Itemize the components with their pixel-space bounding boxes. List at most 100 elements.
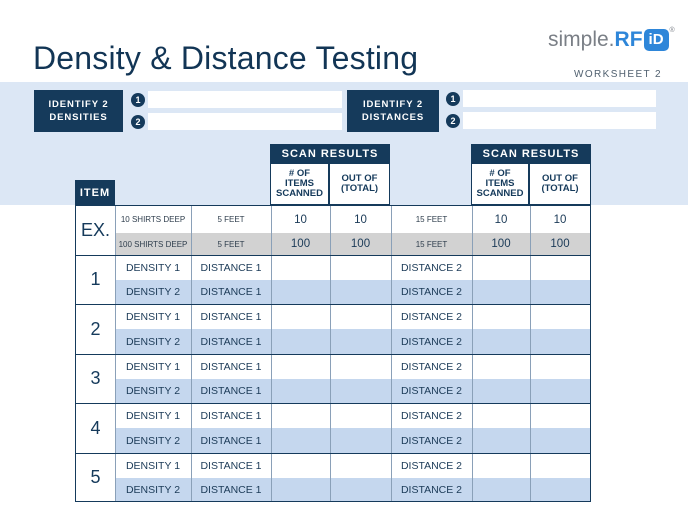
- example-density-2: 100 SHIRTS DEEP: [115, 233, 191, 255]
- density-cell: DENSITY 2: [115, 280, 191, 304]
- scanned2-cell[interactable]: [472, 478, 530, 501]
- grid-line: [76, 453, 590, 454]
- density-cell: DENSITY 1: [115, 403, 191, 428]
- total2-cell[interactable]: [530, 428, 590, 453]
- grid-line: [271, 206, 272, 501]
- distance2-cell: DISTANCE 2: [391, 354, 472, 379]
- scanned1-cell[interactable]: [271, 304, 330, 329]
- distance1-cell: DISTANCE 1: [191, 304, 271, 329]
- scanned1-cell[interactable]: [271, 478, 330, 501]
- distance1-cell: DISTANCE 1: [191, 354, 271, 379]
- total1-cell[interactable]: [330, 403, 391, 428]
- results-table: EX. 10 SHIRTS DEEP 5 FEET 10 10 15 FEET …: [75, 205, 591, 502]
- total1-cell[interactable]: [330, 428, 391, 453]
- distance1-cell: DISTANCE 1: [191, 453, 271, 478]
- identify-densities-label: IDENTIFY 2 DENSITIES: [34, 90, 123, 132]
- density-cell: DENSITY 1: [115, 255, 191, 280]
- distance2-cell: DISTANCE 2: [391, 304, 472, 329]
- total2-cell[interactable]: [530, 453, 590, 478]
- density-1-input[interactable]: [148, 91, 342, 108]
- scanned1-cell[interactable]: [271, 453, 330, 478]
- scanned2-cell[interactable]: [472, 379, 530, 403]
- density-2-input[interactable]: [148, 113, 342, 130]
- density-cell: DENSITY 1: [115, 453, 191, 478]
- scanned1-cell[interactable]: [271, 428, 330, 453]
- distance1-cell: DISTANCE 1: [191, 478, 271, 501]
- grid-line: [530, 206, 531, 501]
- distance2-cell: DISTANCE 2: [391, 329, 472, 354]
- scanned1-cell[interactable]: [271, 379, 330, 403]
- scan-results-header-2: SCAN RESULTS: [471, 144, 591, 163]
- total1-cell[interactable]: [330, 478, 391, 501]
- scanned2-cell[interactable]: [472, 403, 530, 428]
- grid-line: [76, 354, 590, 355]
- grid-line: [391, 206, 392, 501]
- density-cell: DENSITY 2: [115, 379, 191, 403]
- grid-line: [191, 206, 192, 501]
- scanned2-cell[interactable]: [472, 280, 530, 304]
- grid-line: [76, 403, 590, 404]
- item-label: 3: [76, 354, 115, 403]
- distance2-cell: DISTANCE 2: [391, 478, 472, 501]
- scanned2-cell[interactable]: [472, 354, 530, 379]
- distance1-cell: DISTANCE 1: [191, 329, 271, 354]
- example-total2-2: 100: [530, 233, 590, 255]
- grid-line: [330, 206, 331, 501]
- total2-cell[interactable]: [530, 403, 590, 428]
- example-distance1-1: 5 FEET: [191, 206, 271, 233]
- example-density-1: 10 SHIRTS DEEP: [115, 206, 191, 233]
- distance2-cell: DISTANCE 2: [391, 428, 472, 453]
- total2-cell[interactable]: [530, 478, 590, 501]
- worksheet-label: WORKSHEET 2: [574, 69, 663, 80]
- density-cell: DENSITY 2: [115, 329, 191, 354]
- distance2-cell: DISTANCE 2: [391, 453, 472, 478]
- scanned2-cell[interactable]: [472, 255, 530, 280]
- total1-cell[interactable]: [330, 453, 391, 478]
- scan-results-header-1: SCAN RESULTS: [270, 144, 390, 163]
- items-scanned-header-1: # OF ITEMS SCANNED: [270, 163, 329, 205]
- page-title: Density & Distance Testing: [33, 40, 419, 76]
- total1-cell[interactable]: [330, 354, 391, 379]
- total2-cell[interactable]: [530, 354, 590, 379]
- example-total2-1: 10: [530, 206, 590, 233]
- grid-line: [472, 206, 473, 501]
- total2-cell[interactable]: [530, 329, 590, 354]
- example-label: EX.: [76, 206, 115, 255]
- scanned1-cell[interactable]: [271, 280, 330, 304]
- density-number-2: 2: [131, 115, 145, 129]
- example-distance1-2: 5 FEET: [191, 233, 271, 255]
- density-cell: DENSITY 2: [115, 428, 191, 453]
- example-total1-2: 100: [330, 233, 391, 255]
- distance1-cell: DISTANCE 1: [191, 428, 271, 453]
- distance2-cell: DISTANCE 2: [391, 379, 472, 403]
- scanned2-cell[interactable]: [472, 329, 530, 354]
- scanned2-cell[interactable]: [472, 453, 530, 478]
- total2-cell[interactable]: [530, 280, 590, 304]
- total1-cell[interactable]: [330, 329, 391, 354]
- distance-number-2: 2: [446, 114, 460, 128]
- total1-cell[interactable]: [330, 304, 391, 329]
- total1-cell[interactable]: [330, 280, 391, 304]
- scanned1-cell[interactable]: [271, 329, 330, 354]
- scanned2-cell[interactable]: [472, 428, 530, 453]
- example-scanned2-2: 100: [472, 233, 530, 255]
- total2-cell[interactable]: [530, 255, 590, 280]
- item-label: 4: [76, 403, 115, 453]
- grid-line: [76, 304, 590, 305]
- distance1-cell: DISTANCE 1: [191, 255, 271, 280]
- scanned1-cell[interactable]: [271, 255, 330, 280]
- total1-cell[interactable]: [330, 255, 391, 280]
- total1-cell[interactable]: [330, 379, 391, 403]
- distance-2-input[interactable]: [463, 112, 656, 129]
- total2-cell[interactable]: [530, 304, 590, 329]
- density-cell: DENSITY 2: [115, 478, 191, 501]
- density-cell: DENSITY 1: [115, 354, 191, 379]
- scanned2-cell[interactable]: [472, 304, 530, 329]
- identify-distances-label: IDENTIFY 2 DISTANCES: [347, 90, 439, 132]
- scanned1-cell[interactable]: [271, 354, 330, 379]
- item-label: 1: [76, 255, 115, 304]
- scanned1-cell[interactable]: [271, 403, 330, 428]
- total2-cell[interactable]: [530, 379, 590, 403]
- distance-1-input[interactable]: [463, 90, 656, 107]
- distance1-cell: DISTANCE 1: [191, 403, 271, 428]
